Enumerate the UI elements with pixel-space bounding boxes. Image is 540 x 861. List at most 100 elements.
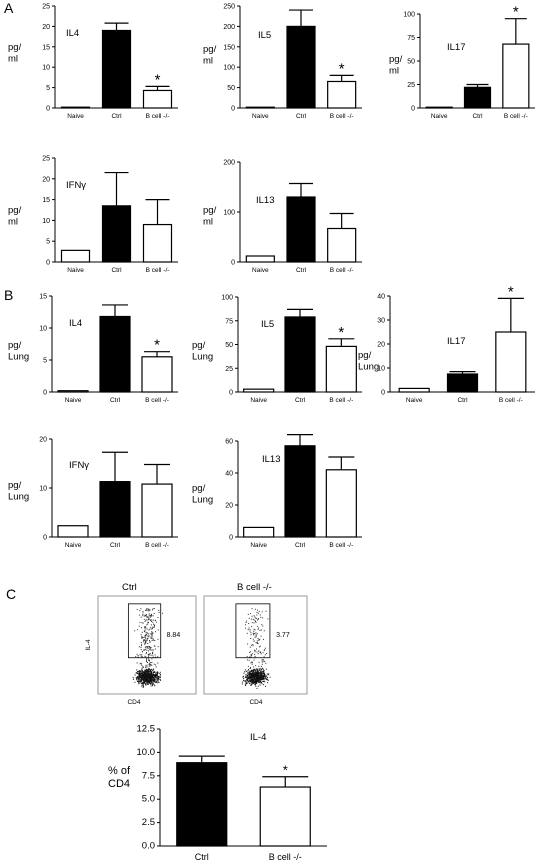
c10-flow-event — [145, 614, 147, 616]
c10-flow-event — [154, 676, 156, 678]
c10-flow-event — [140, 680, 141, 682]
c1-bar — [286, 25, 316, 109]
c11-flow-event — [252, 669, 254, 671]
c10-flow-event — [157, 680, 159, 682]
c10-flow-event — [152, 634, 154, 636]
c10-flow-event — [149, 633, 151, 635]
c6-y-tick-label: 100 — [221, 295, 233, 302]
c10-flow-event — [152, 680, 154, 682]
c9-bar — [284, 445, 316, 538]
c0-y-tick-label: 15 — [42, 44, 50, 51]
c11-flow-event — [256, 678, 258, 680]
c11-flow-event — [251, 644, 252, 646]
c10-flow-event — [150, 647, 152, 649]
c10-flow-event — [155, 682, 157, 683]
c10-flow-event — [134, 630, 136, 632]
c3-y-label: pg/ml — [8, 205, 22, 228]
c11-flow-event — [252, 679, 254, 681]
c6-y-tick-label: 0 — [229, 390, 233, 397]
c11-flow-event — [254, 679, 256, 681]
c11-flow-event — [263, 670, 265, 671]
c10-flow-event — [140, 671, 142, 673]
c11-flow-event — [252, 644, 254, 646]
c10-flow-event — [139, 674, 141, 676]
c10-flow-event — [142, 674, 144, 676]
c10-flow-event — [138, 670, 140, 672]
c11-flow-event — [255, 682, 256, 684]
c10-flow-event — [143, 618, 145, 620]
c11-flow-event — [253, 682, 255, 683]
c10-flow-event — [147, 609, 149, 611]
c11-flow-event — [256, 648, 257, 650]
c10-flow-event — [145, 637, 147, 639]
c10-flow-event — [144, 674, 146, 676]
c10-flow-event — [146, 682, 148, 684]
c11-flow-event — [245, 624, 247, 626]
c11-flow-event — [246, 678, 248, 679]
c10-flow-event — [143, 674, 145, 676]
c10-flow-event — [137, 655, 139, 656]
c2-category-label: B cell -/- — [504, 113, 528, 120]
c10-flow-event — [149, 628, 151, 630]
c11-flow-event — [255, 677, 257, 679]
c10-flow-event — [144, 646, 146, 648]
c11-flow-event — [243, 672, 245, 674]
c10-flow-event — [142, 666, 144, 667]
c0-category-label: Ctrl — [111, 113, 122, 120]
c10-flow-event — [140, 649, 142, 651]
c10-flow-event — [136, 608, 138, 610]
c10-flow-event — [135, 676, 137, 678]
c10-flow-event — [140, 646, 142, 648]
c10-flow-event — [147, 655, 149, 657]
c10-flow-event — [140, 681, 142, 683]
c11-flow-event — [255, 685, 257, 687]
c11-flow-event — [252, 670, 254, 672]
c10-flow-event — [146, 680, 147, 682]
c10-flow-event — [152, 677, 154, 679]
c5-y-label: pg/Lung — [8, 340, 29, 363]
c10-flow-event — [149, 641, 151, 643]
c10-flow-event — [151, 640, 153, 641]
c11-flow-event — [252, 638, 254, 640]
c10-flow-event — [142, 671, 144, 673]
c10-flow-event — [141, 631, 143, 633]
c10-flow-event — [147, 674, 149, 675]
c10-flow-event — [146, 616, 148, 618]
c11-flow-event — [253, 672, 255, 674]
c10-flow-event — [141, 637, 143, 639]
c11-flow-event — [254, 684, 256, 686]
c7-y-tick-label: 20 — [377, 342, 385, 349]
c11-flow-event — [256, 674, 258, 676]
c10-flow-event — [148, 609, 150, 611]
c10-flow-event — [151, 631, 153, 633]
c10-flow-event — [141, 622, 143, 624]
c10-flow-event — [136, 653, 138, 655]
c10-flow-event — [150, 671, 152, 673]
c10-flow-event — [147, 646, 149, 648]
c10-flow-event — [140, 676, 141, 678]
c12-category-label: B cell -/- — [269, 852, 302, 861]
c10-flow-event — [152, 619, 154, 621]
c3-category-label: Ctrl — [111, 267, 122, 274]
c10-flow-event — [148, 675, 150, 677]
c7-category-label: Ctrl — [457, 397, 468, 404]
c1-y-tick-label: 0 — [231, 106, 235, 113]
c10-flow-event — [145, 680, 146, 682]
c10-flow-event — [159, 676, 161, 678]
c10-flow-event — [153, 608, 155, 610]
c11-flow-event — [263, 656, 265, 658]
c10-flow-event — [148, 646, 150, 648]
c10-flow-event — [145, 667, 147, 669]
c10-gate-percent: 8.84 — [167, 632, 181, 639]
c10-flow-event — [147, 621, 149, 623]
c10-flow-event — [140, 674, 142, 676]
c0-chart-title: IL4 — [66, 28, 79, 39]
c10-flow-event — [146, 671, 148, 673]
c10-flow-event — [145, 666, 147, 668]
c11-flow-event — [245, 682, 247, 684]
c11-flow-event — [246, 678, 248, 680]
c10-flow-event — [142, 656, 143, 658]
c11-flow-event — [258, 646, 260, 648]
c11-flow-event — [256, 680, 258, 682]
c11-flow-event — [250, 673, 252, 674]
